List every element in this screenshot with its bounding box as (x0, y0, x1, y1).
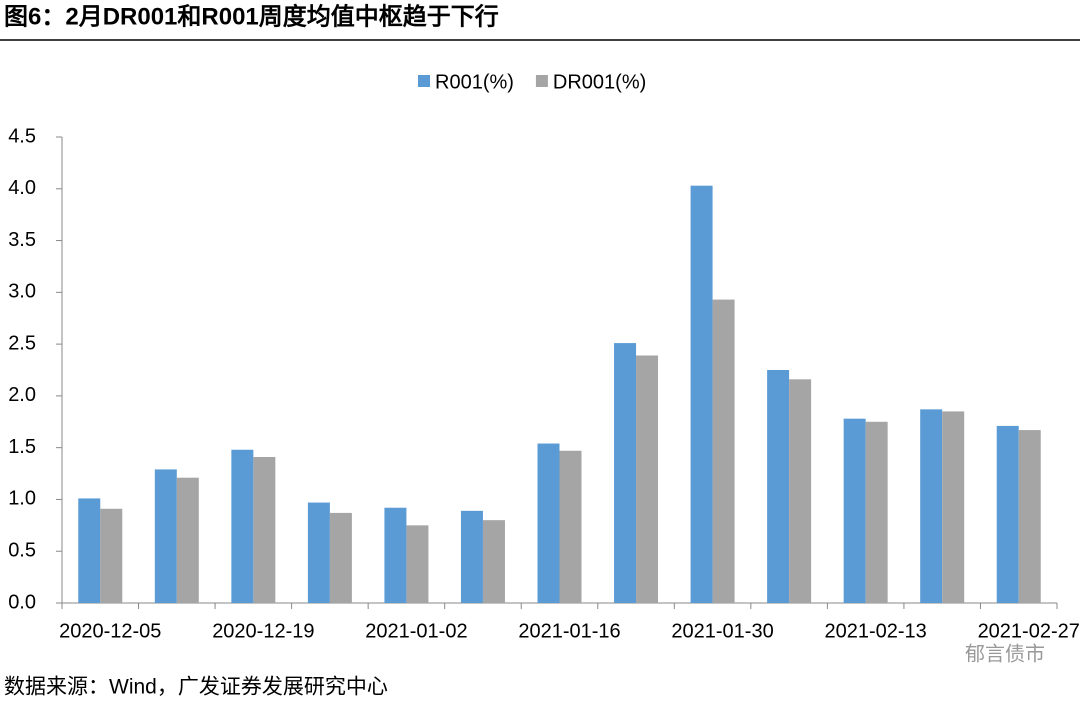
x-tick-label: 2021-01-16 (518, 620, 620, 642)
bar (865, 421, 888, 603)
x-tick-label: 2021-02-13 (824, 620, 926, 642)
bar (154, 469, 177, 603)
bar (690, 185, 713, 603)
source: 数据来源：Wind，广发证券发展研究中心 (4, 676, 388, 699)
legend-swatch (535, 75, 548, 87)
x-tick-label: 2020-12-19 (212, 620, 314, 642)
bar (384, 507, 407, 603)
y-tick-label: 2.5 (8, 332, 36, 354)
bar (460, 510, 483, 603)
legend-label: R001(%) (435, 71, 514, 93)
bar (1018, 430, 1041, 603)
bar (712, 299, 735, 603)
bar (482, 520, 505, 603)
bar (78, 498, 101, 603)
bar (559, 450, 582, 603)
bar (100, 508, 123, 603)
x-tick-label: 2021-01-30 (671, 620, 773, 642)
chart-title: 图6：2月DR001和R001周度均值中枢趋于下行 (4, 2, 499, 30)
y-tick-label: 4.0 (8, 177, 36, 199)
y-tick-label: 3.5 (8, 229, 36, 251)
bar (253, 456, 276, 603)
bar (942, 411, 965, 603)
bar (614, 343, 637, 603)
bar (920, 409, 943, 603)
bar (996, 425, 1019, 603)
y-tick-label: 2.0 (8, 384, 36, 406)
x-tick-label: 2021-01-02 (365, 620, 467, 642)
y-tick-label: 0.5 (8, 540, 36, 562)
bar (406, 525, 429, 603)
x-tick-label: 2021-02-27 (978, 620, 1080, 642)
bar (231, 449, 254, 603)
y-tick-label: 1.5 (8, 436, 36, 458)
watermark: 郁言债市 (965, 642, 1045, 665)
bar (636, 355, 659, 603)
bar (843, 418, 866, 603)
bar (789, 379, 812, 603)
bar (537, 443, 560, 603)
bar (307, 502, 330, 603)
bar (329, 512, 352, 603)
x-tick-label: 2020-12-05 (59, 620, 161, 642)
bar (767, 370, 790, 603)
legend-swatch (418, 75, 430, 87)
y-tick-label: 4.5 (8, 125, 36, 147)
legend-label: DR001(%) (553, 71, 646, 93)
bar (176, 477, 199, 603)
y-tick-label: 0.0 (8, 591, 36, 613)
y-tick-label: 3.0 (8, 281, 36, 303)
y-tick-label: 1.0 (8, 488, 36, 510)
